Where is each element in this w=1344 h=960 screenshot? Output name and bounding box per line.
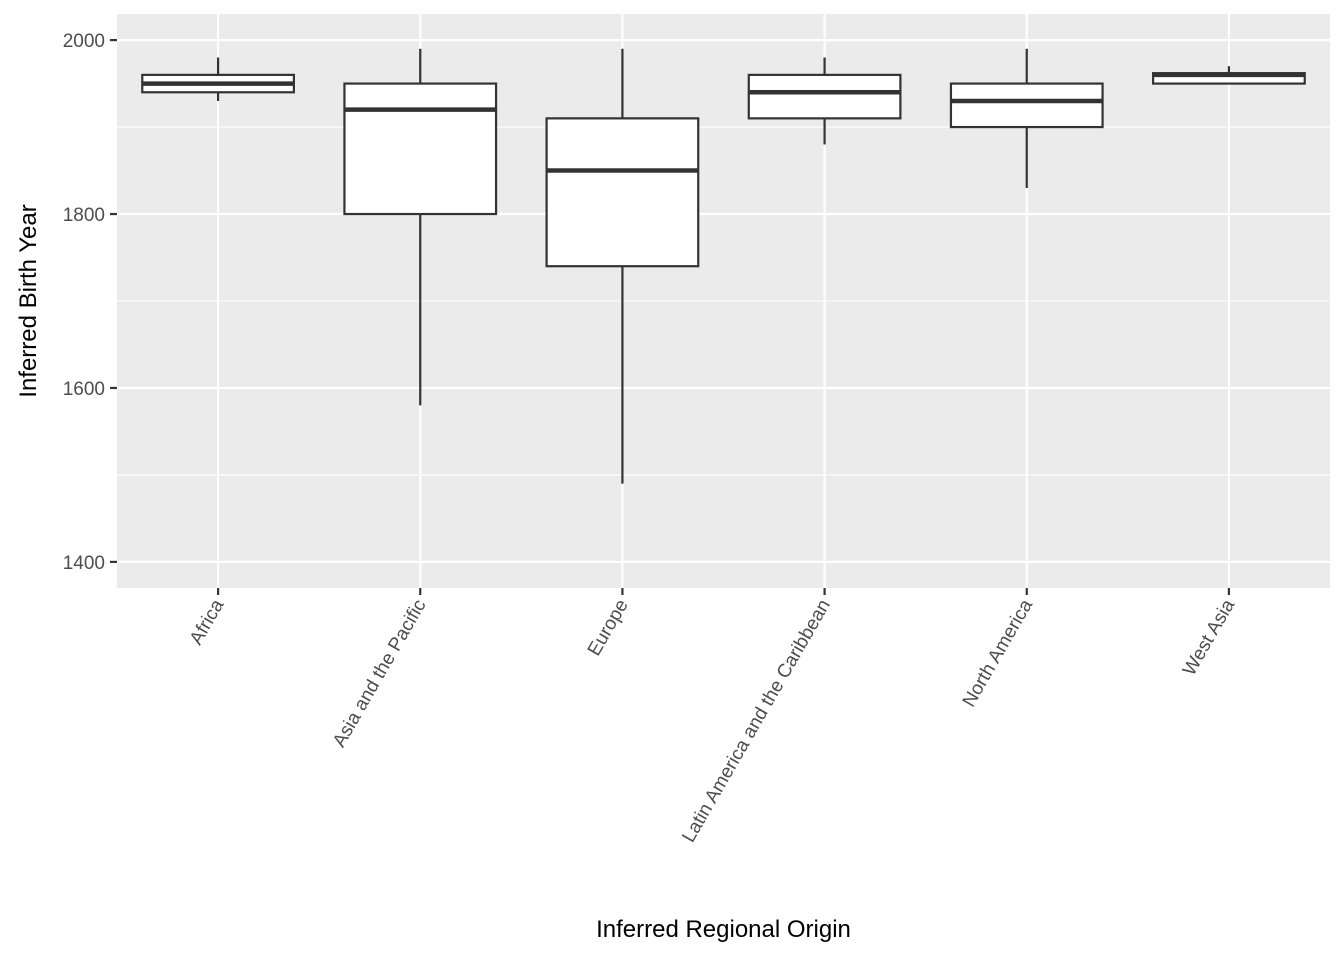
box-europe	[545, 48, 700, 484]
boxes	[141, 48, 1306, 484]
x-tick-label: Latin America and the Caribbean	[678, 596, 835, 846]
box-latin-america-and-the-caribbean	[747, 57, 902, 145]
y-axis-title: Inferred Birth Year	[15, 204, 42, 397]
box-africa	[141, 57, 295, 101]
box-north-america	[949, 48, 1104, 188]
y-tick-label: 1800	[63, 205, 105, 226]
x-axis-title: Inferred Regional Origin	[596, 916, 851, 943]
y-tick-label: 2000	[63, 31, 105, 52]
iqr-box	[747, 73, 902, 120]
x-tick-label: Asia and the Pacific	[329, 596, 431, 751]
iqr-box	[949, 82, 1104, 129]
y-tick-label: 1400	[63, 553, 105, 574]
x-tick-label: Africa	[186, 596, 229, 649]
x-tick-label: North America	[959, 596, 1038, 711]
x-tick-label: Europe	[584, 596, 633, 660]
y-tick-label: 1600	[63, 379, 105, 400]
box-west-asia	[1152, 66, 1306, 85]
iqr-box	[545, 117, 700, 268]
x-tick-label: West Asia	[1179, 596, 1239, 680]
iqr-box	[343, 82, 498, 216]
box-asia-and-the-pacific	[343, 48, 498, 406]
